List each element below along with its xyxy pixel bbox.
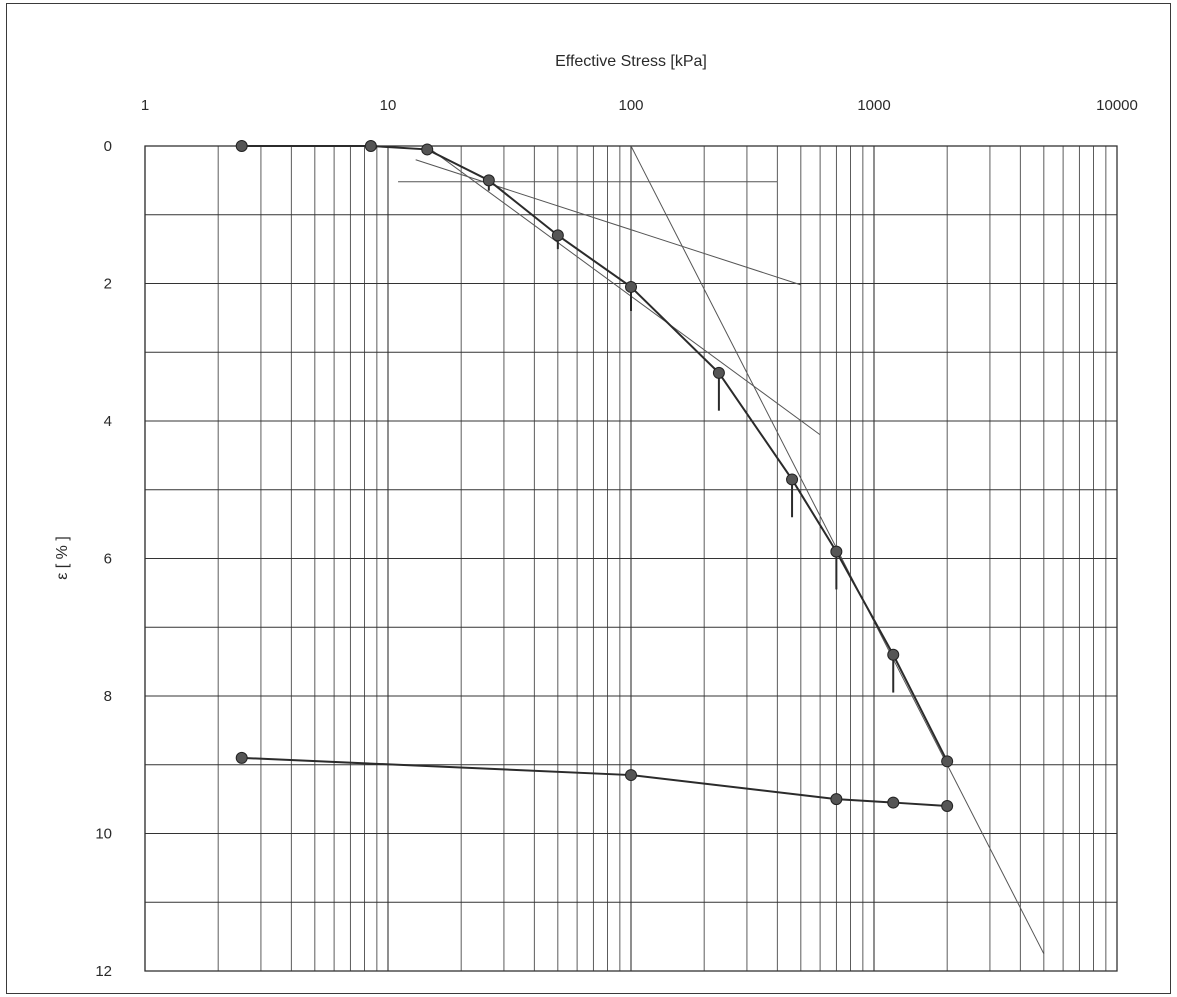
- x-tick-label: 1000: [857, 97, 890, 114]
- chart-frame: [6, 3, 1171, 994]
- x-tick-label: 1: [141, 97, 149, 114]
- data-point: [887, 796, 900, 809]
- y-tick-label: 0: [104, 138, 112, 155]
- y-tick-label: 12: [95, 963, 112, 980]
- y-tick-label: 8: [104, 688, 112, 705]
- data-point: [235, 140, 248, 152]
- x-axis-title: Effective Stress [kPa]: [555, 53, 707, 70]
- y-tick-label: 4: [104, 413, 112, 430]
- y-tick-label: 6: [104, 551, 112, 568]
- data-point: [941, 800, 954, 812]
- construction-line: [430, 149, 821, 436]
- x-tick-label: 100: [618, 97, 643, 114]
- data-point: [830, 793, 843, 806]
- x-tick-label: 10000: [1096, 97, 1138, 114]
- data-point: [625, 769, 637, 782]
- data-point: [421, 143, 434, 156]
- construction-lines: [398, 145, 1045, 955]
- x-tick-label: 10: [380, 97, 397, 114]
- y-tick-label: 10: [95, 826, 112, 843]
- data-point: [364, 140, 377, 152]
- series-line-1: [241, 145, 949, 762]
- data-point: [941, 755, 954, 768]
- y-axis-title: ε [ % ]: [54, 536, 71, 580]
- construction-line: [415, 159, 802, 286]
- data-series: [235, 140, 954, 812]
- grid: [144, 145, 1117, 972]
- data-point: [235, 751, 248, 764]
- y-tick-label: 2: [104, 276, 112, 293]
- data-point: [712, 366, 725, 379]
- data-point: [551, 229, 564, 242]
- data-point: [786, 473, 799, 486]
- data-point: [830, 545, 843, 558]
- data-point: [887, 648, 900, 661]
- tick-labels: 1 10 100 1000 10000 0 2 4 6 8 10 12: [95, 97, 1138, 980]
- data-point: [625, 280, 637, 293]
- data-point: [482, 174, 495, 187]
